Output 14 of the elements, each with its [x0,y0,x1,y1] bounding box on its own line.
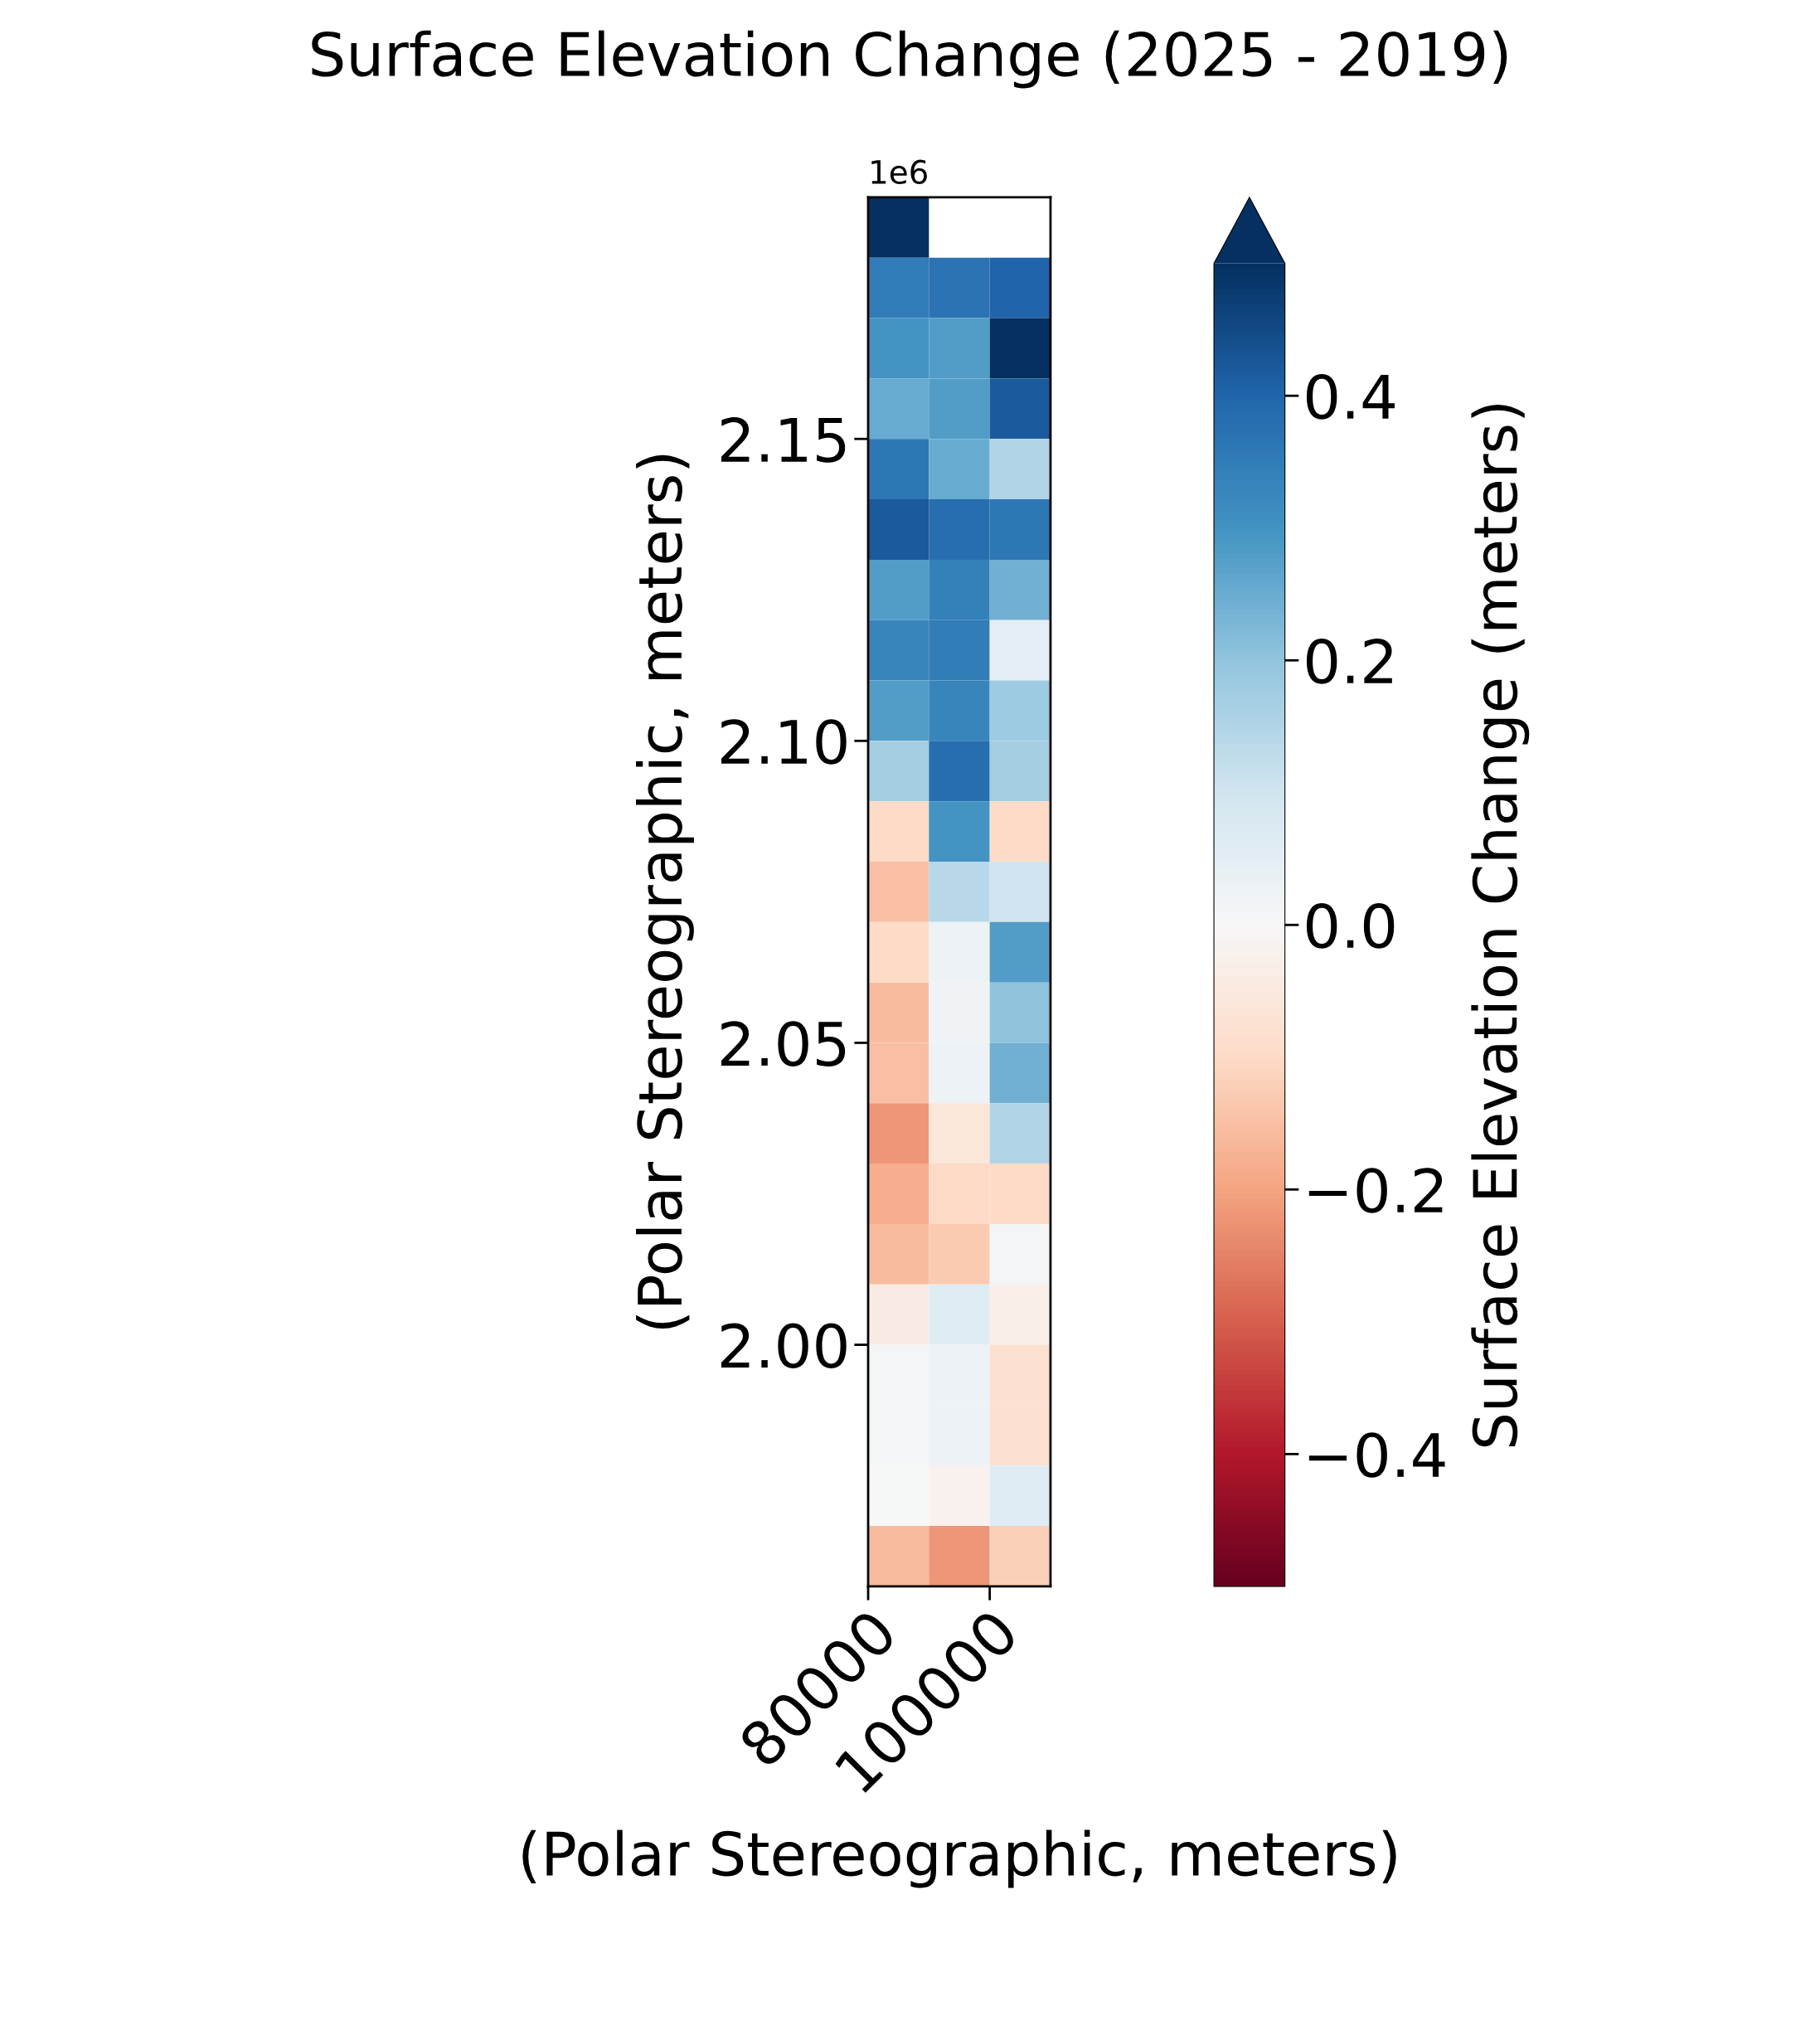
color-bar-label: 0.4 [1306,374,1395,420]
x-axis-title: (Polar Stereographic, meters) [522,1829,1396,1888]
chart-title: Surface Elevation Change (2025 - 2019) [312,30,1507,89]
y-tick-label: 2.10 [721,719,847,765]
color-bar-label: −0.4 [1308,1432,1445,1478]
y-tick-label: 2.00 [721,1323,847,1369]
color-bar-label: 0.2 [1306,639,1392,684]
y-tick-label: 2.05 [721,1021,846,1066]
y-tick-label: 2.15 [721,417,846,463]
text: 1e6 [871,159,927,185]
color-bar-label: 0.0 [1306,903,1395,949]
y-axis-title: (Polar Stereographic, meters) [636,454,694,1329]
color-bar-title: Surface Elevation Change (meters) [1471,404,1530,1447]
color-bar-label: −0.2 [1308,1168,1443,1213]
